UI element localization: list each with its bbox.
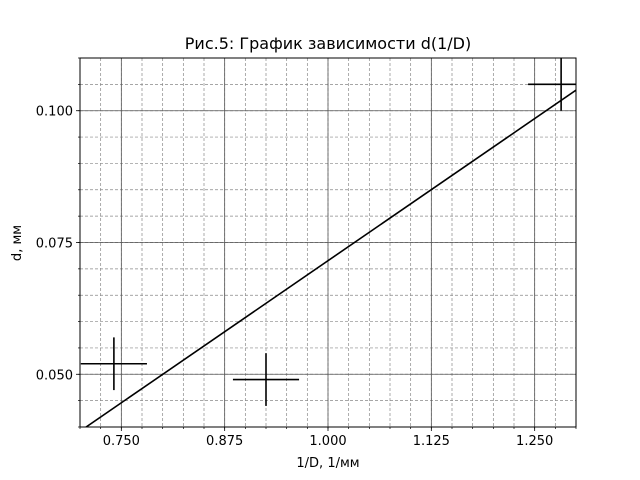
x-tick-label: 1.125 <box>413 434 450 449</box>
plot-frame <box>79 57 577 428</box>
x-axis-label: 1/D, 1/мм <box>296 456 359 471</box>
axis-ticks: 0.750 0.875 1.000 1.125 1.250 0.050 0.075 0.100 <box>36 57 577 449</box>
x-tick-label: 1.250 <box>516 434 553 449</box>
data-point <box>232 353 300 406</box>
chart-title: Рис.5: График зависимости d(1/D) <box>185 34 471 53</box>
data-points <box>80 58 576 406</box>
data-point <box>80 337 147 391</box>
x-tick-label: 1.000 <box>309 434 346 449</box>
x-tick-label: 0.875 <box>206 434 243 449</box>
y-tick-label: 0.075 <box>36 237 73 252</box>
y-axis-label: d, мм <box>10 225 25 261</box>
x-tick-label: 0.750 <box>103 434 140 449</box>
fit-line <box>84 89 576 427</box>
y-tick-label: 0.100 <box>36 105 73 120</box>
data-point <box>528 58 576 111</box>
y-tick-label: 0.050 <box>36 368 73 383</box>
fit-line-group <box>84 89 576 427</box>
major-grid <box>80 58 576 427</box>
